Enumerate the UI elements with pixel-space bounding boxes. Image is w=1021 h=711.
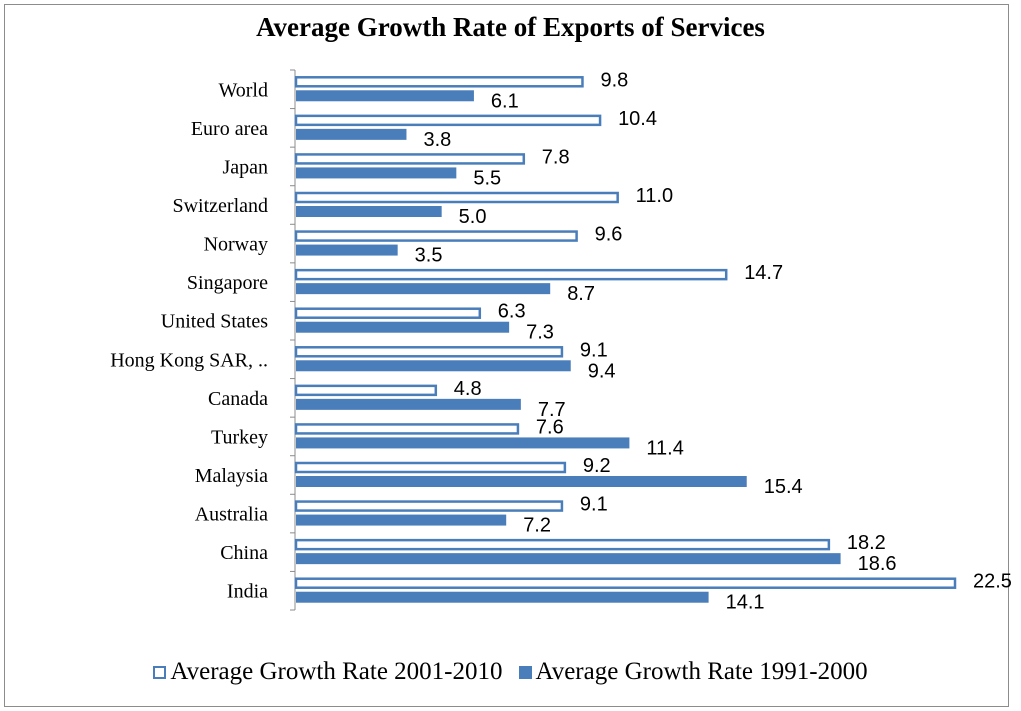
data-label-2001-2010: 7.8	[542, 146, 570, 168]
bar-1991-2000	[296, 360, 571, 372]
data-label-1991-2000: 11.4	[646, 437, 683, 459]
category-label: Switzerland	[172, 195, 268, 217]
data-label-2001-2010: 4.8	[454, 378, 482, 400]
category-label: World	[219, 79, 269, 101]
bar-1991-2000	[296, 437, 630, 449]
bar-1991-2000	[296, 206, 442, 217]
bar-2001-2010	[294, 538, 831, 551]
data-label-2001-2010: 9.8	[600, 69, 628, 91]
data-label-1991-2000: 3.5	[415, 245, 443, 267]
data-label-1991-2000: 5.0	[459, 206, 487, 228]
legend: Average Growth Rate 2001-2010 Average Gr…	[0, 658, 1021, 686]
category-label: India	[227, 581, 268, 603]
data-label-1991-2000: 5.5	[473, 167, 501, 189]
legend-label-2001-2010: Average Growth Rate 2001-2010	[170, 658, 503, 685]
bar-1991-2000	[296, 321, 510, 333]
data-label-1991-2000: 7.7	[538, 399, 566, 421]
bar-2001-2010	[294, 114, 602, 127]
data-label-2001-2010: 7.6	[536, 416, 564, 438]
bar-1991-2000	[296, 167, 457, 179]
data-label-2001-2010: 14.7	[744, 262, 783, 284]
bar-2001-2010	[294, 423, 520, 435]
data-label-2001-2010: 22.5	[973, 571, 1012, 593]
legend-label-1991-2000: Average Growth Rate 1991-2000	[535, 658, 868, 685]
data-label-2001-2010: 9.1	[580, 494, 608, 516]
bar-2001-2010	[294, 500, 564, 512]
category-label: Norway	[204, 234, 268, 256]
legend-swatch-solid	[518, 665, 532, 679]
bar-2001-2010	[294, 461, 567, 474]
data-label-2001-2010: 18.2	[847, 532, 886, 554]
category-label: Malaysia	[195, 465, 268, 487]
category-label: Japan	[222, 156, 268, 178]
bar-1991-2000	[296, 476, 747, 487]
legend-swatch-outline	[153, 665, 167, 679]
data-label-1991-2000: 6.1	[491, 90, 519, 112]
bar-2001-2010	[294, 76, 584, 88]
bar-1991-2000	[296, 591, 709, 603]
bar-2001-2010	[294, 346, 564, 358]
bar-1991-2000	[296, 553, 841, 565]
legend-item-2001-2010: Average Growth Rate 2001-2010	[153, 658, 503, 686]
category-label: Singapore	[187, 272, 268, 294]
data-label-1991-2000: 7.3	[526, 322, 554, 344]
bar-2001-2010	[294, 268, 728, 281]
data-label-2001-2010: 11.0	[636, 185, 673, 207]
bar-1991-2000	[296, 283, 551, 295]
bar-2001-2010	[294, 307, 482, 319]
data-label-2001-2010: 6.3	[498, 301, 526, 323]
bar-2001-2010	[294, 153, 526, 165]
category-label: United States	[161, 311, 268, 333]
bar-2001-2010	[294, 191, 619, 204]
legend-item-1991-2000: Average Growth Rate 1991-2000	[518, 658, 868, 686]
data-label-1991-2000: 15.4	[764, 476, 803, 498]
category-label: Turkey	[211, 426, 268, 448]
bar-1991-2000	[296, 398, 521, 410]
data-label-1991-2000: 9.4	[588, 360, 616, 382]
data-label-2001-2010: 9.2	[583, 455, 611, 477]
data-label-1991-2000: 8.7	[567, 283, 595, 305]
bar-1991-2000	[296, 128, 407, 140]
category-label: China	[220, 542, 268, 564]
data-label-1991-2000: 14.1	[726, 592, 765, 614]
bar-2001-2010	[294, 577, 957, 589]
bar-1991-2000	[296, 90, 474, 102]
category-label: Canada	[208, 388, 268, 410]
category-label: Euro area	[191, 118, 268, 140]
data-label-2001-2010: 10.4	[618, 108, 657, 130]
bar-2001-2010	[294, 230, 578, 242]
data-label-2001-2010: 9.6	[595, 224, 623, 246]
data-label-1991-2000: 7.2	[523, 515, 551, 537]
bar-1991-2000	[296, 244, 398, 256]
category-label: Australia	[195, 504, 268, 526]
chart-title: Average Growth Rate of Exports of Servic…	[256, 12, 765, 42]
category-label: Hong Kong SAR, ..	[110, 349, 268, 371]
data-label-2001-2010: 9.1	[580, 339, 608, 361]
data-label-1991-2000: 3.8	[423, 129, 451, 151]
data-label-1991-2000: 18.6	[858, 553, 897, 575]
bar-1991-2000	[296, 514, 507, 526]
bar-2001-2010	[294, 384, 438, 397]
